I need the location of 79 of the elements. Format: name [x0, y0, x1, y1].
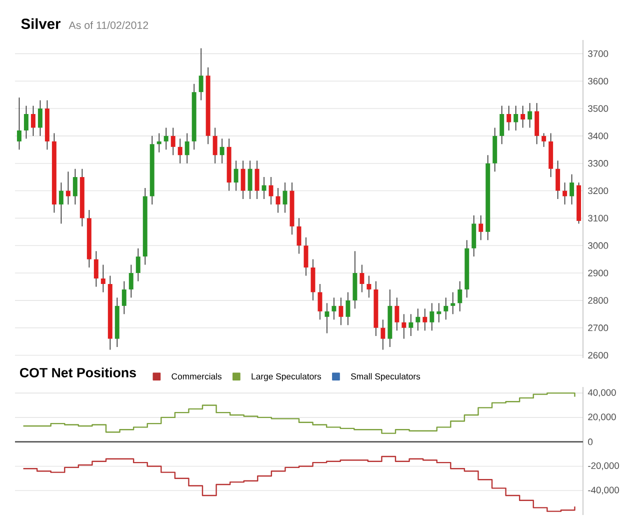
candlestick — [436, 302, 442, 323]
y-tick-label: 3300 — [588, 160, 608, 167]
candlestick — [24, 105, 28, 140]
y-tick-label: 3700 — [588, 50, 608, 57]
candlestick — [178, 138, 182, 164]
y-tick-label: 40,000 — [588, 389, 616, 397]
candlestick — [346, 292, 350, 326]
candlestick — [234, 160, 238, 192]
candlestick — [506, 105, 512, 131]
candlestick — [170, 127, 176, 156]
candlestick — [380, 319, 386, 350]
candlestick — [100, 264, 106, 293]
candlestick — [542, 132, 546, 148]
candlestick — [248, 160, 252, 200]
y-tick-label: 3000 — [588, 242, 608, 249]
candlestick — [38, 100, 42, 136]
candlestick — [136, 248, 140, 282]
y-tick-label: 3500 — [588, 105, 608, 112]
candlestick — [338, 297, 344, 326]
candlestick — [422, 308, 428, 331]
candlestick — [58, 182, 64, 224]
candlestick — [212, 127, 218, 164]
y-tick-label: 0 — [588, 438, 593, 446]
y-tick-label: -40,000 — [588, 486, 619, 494]
candlestick — [500, 105, 504, 144]
candlestick — [416, 308, 420, 331]
candlestick — [570, 174, 574, 205]
candlestick — [514, 105, 518, 131]
candlestick — [402, 314, 406, 340]
candlestick — [478, 215, 484, 240]
candlestick — [128, 264, 134, 298]
candlestick — [332, 297, 336, 320]
legend-label: Commercials — [172, 373, 222, 380]
candlestick — [94, 250, 98, 288]
y-tick-label: 2600 — [588, 352, 608, 359]
candlestick — [318, 284, 322, 320]
y-tick-label: 3200 — [588, 187, 608, 194]
candlestick — [184, 132, 190, 164]
candlestick — [164, 127, 168, 150]
candlestick — [72, 168, 78, 205]
chart-subtitle: As of 11/02/2012 — [68, 21, 148, 30]
candlestick — [262, 176, 266, 200]
legend-label: Large Speculators — [252, 373, 322, 382]
y-tick-label: 2900 — [588, 270, 608, 276]
candlestick — [220, 138, 224, 164]
candlestick — [268, 176, 274, 205]
y-tick-label: 3600 — [588, 78, 608, 84]
candlestick — [156, 132, 162, 153]
candlestick — [556, 160, 560, 200]
candlestick — [528, 102, 532, 128]
candlestick — [254, 160, 260, 200]
candlestick — [240, 160, 246, 200]
candlestick — [16, 97, 22, 150]
y-tick-label: -20,000 — [588, 462, 619, 470]
candlestick — [520, 105, 526, 128]
candlestick — [444, 297, 448, 320]
y-tick-label: 2700 — [588, 324, 608, 332]
candlestick — [366, 275, 372, 298]
candlestick — [122, 280, 126, 314]
candlestick — [458, 280, 462, 312]
candlestick — [562, 182, 568, 205]
candlestick — [276, 188, 280, 214]
candlestick — [408, 314, 414, 336]
candlestick — [30, 105, 36, 136]
y-tick-label: 3100 — [588, 214, 608, 222]
legend-label: Small Speculators — [350, 373, 420, 382]
candlestick — [450, 292, 456, 314]
chart-title: Silver — [21, 18, 61, 30]
chart-title: COT Net Positions — [20, 368, 136, 378]
candlestick — [304, 237, 308, 276]
y-tick-label: 3400 — [588, 132, 608, 140]
candlestick — [324, 302, 330, 334]
y-tick-label: 20,000 — [588, 414, 616, 422]
y-tick-label: 2800 — [588, 297, 608, 304]
candlestick — [430, 302, 434, 331]
candlestick — [360, 264, 364, 293]
candlestick — [394, 297, 400, 331]
candlestick — [198, 48, 204, 101]
candlestick — [66, 171, 70, 205]
